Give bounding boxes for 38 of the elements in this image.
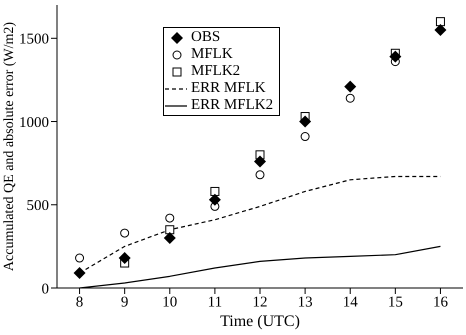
x-tick-label: 15 [388,294,403,311]
point [75,254,84,263]
point [165,225,174,234]
point [208,194,221,206]
x-tick-label: 8 [76,294,84,311]
x-tick-label: 12 [252,294,268,311]
point [74,267,86,280]
point [344,80,356,93]
point [389,50,402,63]
legend-label: MFLK [191,46,233,63]
y-tick-label: 500 [26,198,49,214]
point [164,232,176,244]
point [120,228,130,238]
x-tick-label: 14 [342,294,358,311]
legend-label: MFLK2 [191,63,240,80]
legend-label: OBS [191,29,220,46]
legend-label: ERR MFLK2 [191,97,274,114]
y-tick-label: 1000 [19,114,49,131]
point [346,94,355,103]
point [254,155,266,168]
point [434,24,446,36]
point [256,170,264,180]
x-tick-label: 10 [162,294,178,311]
x-tick-label: 9 [120,294,128,311]
point [299,116,312,128]
y-axis-title: Accumulated QE and absolute error (W/m2) [2,22,17,272]
point [210,186,220,196]
point [118,252,131,264]
x-axis-title: Time (UTC) [220,313,300,330]
x-tick-label: 16 [432,294,448,311]
point [165,214,174,223]
y-tick-label: 1500 [19,32,49,48]
point [436,17,445,26]
y-tick-label: 0 [42,281,49,298]
x-tick-label: 13 [298,294,313,311]
x-tick-label: 11 [208,294,222,311]
point [300,132,310,142]
legend-label: ERR MFLK [191,80,266,97]
